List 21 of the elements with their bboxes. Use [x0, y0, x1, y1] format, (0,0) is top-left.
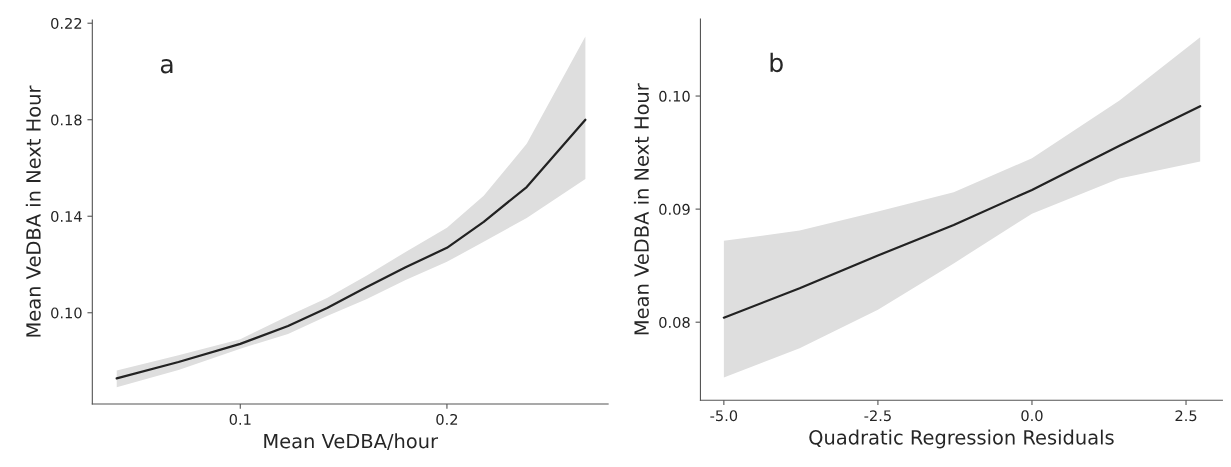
y-axis-title: Mean VeDBA in Next Hour	[633, 83, 649, 335]
x-axis-title: Mean VeDBA/hour	[264, 433, 439, 450]
x-tick-label: 2.5	[1175, 410, 1197, 422]
x-tick-label: -2.5	[864, 410, 891, 422]
y-tick-label: 0.22	[51, 17, 82, 29]
x-tick-label: -5.0	[710, 410, 738, 422]
y-tick-label: 0.10	[659, 90, 690, 102]
y-tick-label: 0.08	[659, 316, 690, 328]
y-tick-label: 0.09	[659, 203, 690, 215]
annotation: a	[160, 59, 173, 74]
annotation: b	[770, 52, 783, 73]
x-axis-title: Quadratic Regression Residuals	[809, 429, 1114, 449]
x-tick-label: 0.0	[1021, 410, 1043, 422]
line-series	[115, 118, 587, 380]
line-series	[722, 105, 1202, 319]
y-axis-title: Mean VeDBA in Next Hour	[25, 85, 41, 337]
y-tick-label: 0.14	[51, 210, 82, 222]
y-tick-label: 0.18	[51, 114, 82, 126]
x-tick-label: 0.2	[436, 413, 458, 425]
x-tick-label: 0.1	[229, 413, 251, 425]
y-tick-label: 0.10	[51, 307, 82, 319]
